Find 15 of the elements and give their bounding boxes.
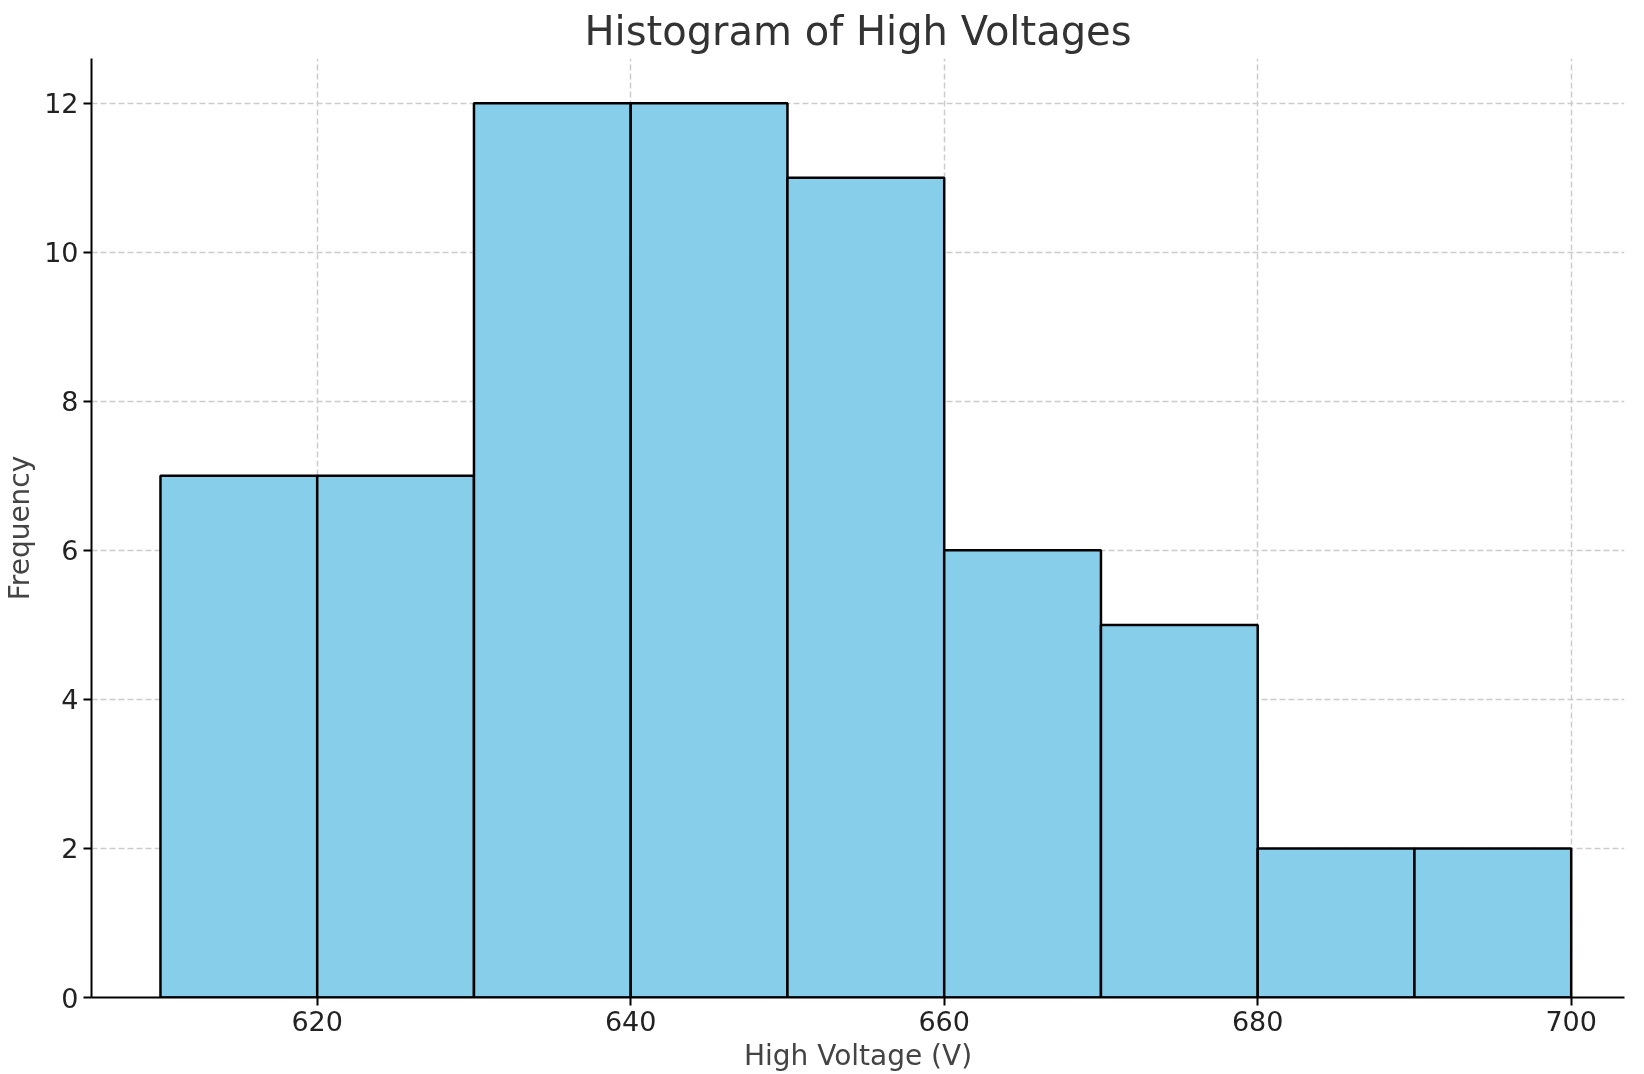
y-tick-label: 10	[44, 237, 79, 269]
y-tick-label: 8	[61, 386, 79, 418]
y-tick-label: 0	[61, 982, 79, 1014]
x-tick-label: 660	[918, 1005, 970, 1037]
x-axis-title: High Voltage (V)	[743, 1038, 973, 1072]
x-tick-label: 700	[1545, 1005, 1597, 1037]
y-tick-label: 12	[44, 88, 79, 120]
x-tick-label: 640	[604, 1005, 657, 1037]
x-tick-label: 620	[291, 1005, 343, 1037]
y-tick-label: 6	[61, 535, 79, 567]
chart-title: Histogram of High Voltages	[584, 7, 1132, 54]
y-tick-label: 2	[61, 833, 79, 865]
y-tick-label: 4	[61, 684, 79, 716]
y-axis-title: Frequency	[3, 455, 37, 601]
x-tick-label: 680	[1231, 1005, 1284, 1037]
